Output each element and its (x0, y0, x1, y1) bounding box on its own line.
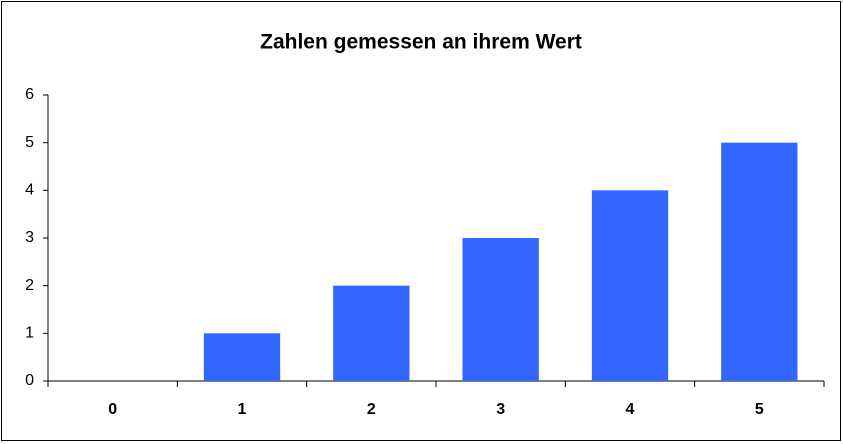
y-tick-label: 0 (25, 372, 34, 389)
bar (462, 238, 539, 381)
y-tick-label: 6 (25, 86, 34, 103)
x-tick-label: 4 (626, 401, 635, 418)
y-tick-label: 5 (25, 134, 34, 151)
bar (333, 285, 410, 381)
y-tick-label: 2 (25, 277, 34, 294)
x-tick-label: 5 (755, 401, 764, 418)
x-tick-label: 1 (238, 401, 247, 418)
x-tick-label: 2 (367, 401, 376, 418)
bar (203, 333, 281, 381)
y-tick-label: 3 (25, 229, 34, 246)
bar (721, 142, 798, 381)
x-tick-label: 3 (496, 401, 505, 418)
y-tick-label: 4 (25, 182, 34, 199)
chart-title: Zahlen gemessen an ihrem Wert (260, 31, 582, 54)
x-tick-label: 0 (108, 401, 117, 418)
y-tick-label: 1 (25, 325, 34, 342)
bar (591, 190, 669, 381)
